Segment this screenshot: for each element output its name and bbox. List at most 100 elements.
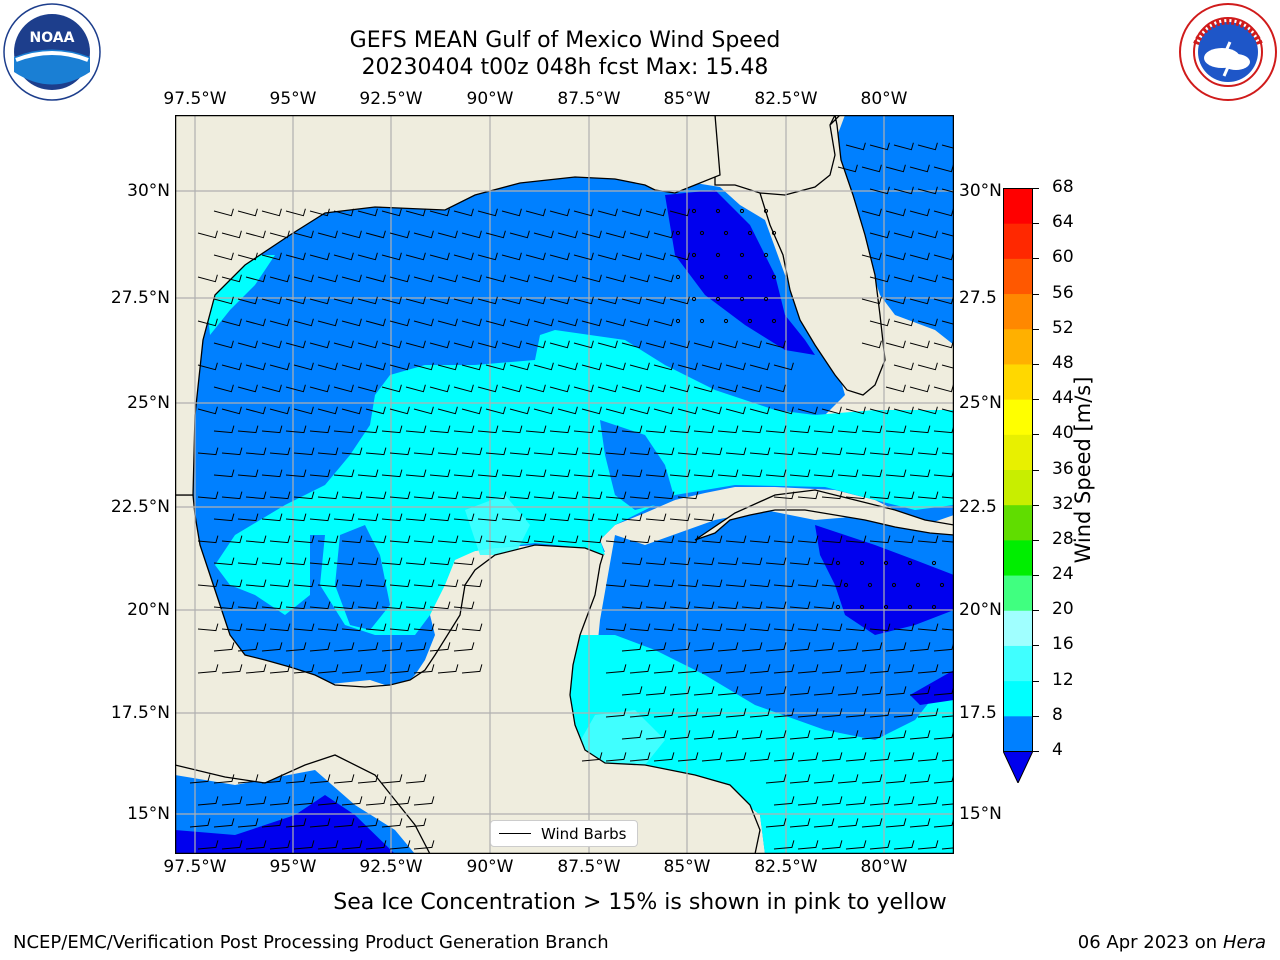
wind-barb xyxy=(293,664,315,674)
wind-barb xyxy=(581,274,602,283)
wind-barb xyxy=(357,340,378,349)
lon-label-bottom: 82.5°W xyxy=(754,857,818,877)
wind-barb xyxy=(293,406,314,415)
wind-barb xyxy=(789,774,811,784)
wind-barb xyxy=(773,579,795,588)
wind-barb xyxy=(941,320,954,325)
wind-barb xyxy=(869,664,891,674)
wind-barb xyxy=(245,318,266,327)
wind-barb xyxy=(365,491,387,500)
wind-barb xyxy=(197,491,219,500)
wind-barb xyxy=(405,425,427,434)
wind-barb xyxy=(909,774,931,784)
wind-barb xyxy=(437,274,458,283)
wind-barb xyxy=(765,818,787,828)
calm-wind-marker xyxy=(771,318,777,324)
wind-barb xyxy=(933,208,954,217)
wind-barb xyxy=(797,796,819,806)
wind-barb xyxy=(501,340,522,349)
lon-label-bottom: 85°W xyxy=(663,857,711,877)
light-cyan-patch xyxy=(465,495,530,555)
footer-date-text: 06 Apr 2023 on xyxy=(1077,932,1218,953)
calm-wind-marker xyxy=(715,208,721,214)
wind-barb xyxy=(221,362,242,371)
wind-barb xyxy=(909,296,930,305)
wind-barb xyxy=(677,491,699,500)
wind-barb xyxy=(437,447,459,456)
wind-barb xyxy=(909,642,931,652)
wind-barb xyxy=(245,230,266,239)
colorbar-tick-mark xyxy=(1033,751,1039,752)
wind-barb xyxy=(917,840,939,850)
wind-barb xyxy=(605,623,627,632)
wind-barb xyxy=(341,623,363,632)
wind-barb xyxy=(437,664,459,674)
colorbar-tick-mark xyxy=(1033,575,1039,577)
lat-label-right: 22.5 xyxy=(959,497,997,517)
wind-barb xyxy=(461,362,482,371)
wind-barb xyxy=(389,318,410,327)
wind-barb xyxy=(285,642,307,652)
wind-barb xyxy=(669,340,690,349)
chart-subtitle: 20230404 t00z 048h fcst Max: 15.48 xyxy=(361,55,769,80)
wind-barb xyxy=(197,447,219,456)
wind-barb xyxy=(717,601,739,610)
wind-barb xyxy=(933,340,954,349)
wind-barb xyxy=(285,425,307,434)
colorbar-tick-mark xyxy=(1033,293,1039,295)
wind-barb xyxy=(893,362,914,371)
wind-barb xyxy=(549,425,571,434)
wind-barb xyxy=(341,535,363,544)
wind-barb xyxy=(933,164,954,173)
wind-barb xyxy=(749,708,771,718)
wind-barb xyxy=(237,774,259,784)
wind-barb xyxy=(765,425,787,434)
wind-barb xyxy=(605,406,626,415)
wind-barb xyxy=(197,623,219,632)
wind-barb xyxy=(293,318,314,327)
calm-region-sw xyxy=(175,795,395,854)
calm-wind-marker xyxy=(859,604,865,610)
wind-barb xyxy=(293,840,315,850)
wind-barb xyxy=(869,230,890,239)
wind-barb xyxy=(773,447,795,456)
wind-barb xyxy=(533,406,554,415)
lon-label-top: 97.5°W xyxy=(163,89,227,109)
wind-barb xyxy=(741,384,762,393)
wind-barb xyxy=(285,601,307,610)
wind-barb xyxy=(885,774,907,784)
blue-pocket-campeche xyxy=(335,525,390,630)
wind-barb xyxy=(621,601,643,610)
wind-barb xyxy=(893,535,915,544)
wind-barb xyxy=(821,491,843,500)
wind-barb xyxy=(621,296,642,305)
wind-barb xyxy=(605,491,627,500)
wind-barb xyxy=(765,384,786,393)
wind-barb xyxy=(533,535,555,544)
wind-barb xyxy=(237,425,259,434)
wind-barb xyxy=(285,252,306,261)
colorbar-segment xyxy=(1003,188,1033,224)
colorbar-segment xyxy=(1003,575,1033,611)
wind-barb xyxy=(773,796,795,806)
footer-branch: NCEP/EMC/Verification Post Processing Pr… xyxy=(13,932,609,953)
lon-label-top: 90°W xyxy=(466,89,514,109)
wind-barb xyxy=(837,164,858,173)
wind-barb xyxy=(413,406,434,415)
wind-barb xyxy=(381,557,403,566)
wind-barb xyxy=(213,296,234,305)
wind-barb xyxy=(693,730,715,740)
wind-barb xyxy=(525,296,546,305)
wind-barb xyxy=(581,752,603,762)
wind-barb xyxy=(669,296,690,305)
lat-label-left: 25°N xyxy=(127,393,170,413)
wind-barb xyxy=(821,708,843,718)
wind-barb xyxy=(837,425,859,434)
wind-barb xyxy=(389,491,411,500)
wind-barb xyxy=(909,686,931,696)
wind-barb xyxy=(405,296,426,305)
wind-barb xyxy=(309,774,331,784)
calm-wind-marker xyxy=(675,274,681,280)
footer-host: Hera xyxy=(1222,932,1266,953)
wind-barb xyxy=(885,340,906,349)
